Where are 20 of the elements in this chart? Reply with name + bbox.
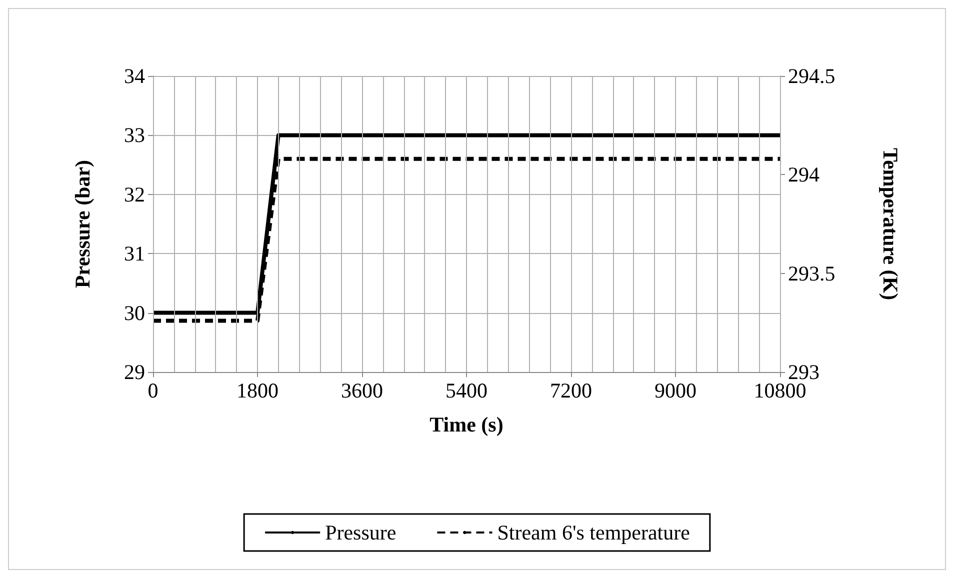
y2-axis-title: Temperature (K) bbox=[878, 148, 902, 300]
legend-label: Stream 6's temperature bbox=[497, 520, 690, 544]
y-tick-label: 34 bbox=[124, 64, 146, 88]
x-tick-label: 5400 bbox=[446, 378, 488, 402]
y2-tick-label: 294 bbox=[788, 162, 820, 187]
x-tick-label: 0 bbox=[148, 378, 158, 402]
x-tick-label: 7200 bbox=[550, 378, 592, 402]
y2-tick-label: 294.5 bbox=[788, 64, 836, 88]
y-tick-label: 31 bbox=[124, 242, 145, 266]
y-tick-label: 29 bbox=[124, 360, 145, 384]
y-tick-label: 33 bbox=[124, 123, 145, 148]
x-tick-label: 3600 bbox=[341, 378, 383, 402]
x-tick-label: 1800 bbox=[236, 378, 278, 402]
y-tick-label: 32 bbox=[124, 182, 145, 206]
y2-tick-label: 293.5 bbox=[788, 261, 836, 286]
x-tick-label: 9000 bbox=[654, 378, 696, 402]
y-tick-label: 30 bbox=[124, 300, 145, 325]
y-axis-title: Pressure (bar) bbox=[70, 160, 94, 288]
x-axis-title: Time (s) bbox=[430, 412, 504, 436]
legend-label: Pressure bbox=[325, 520, 396, 544]
